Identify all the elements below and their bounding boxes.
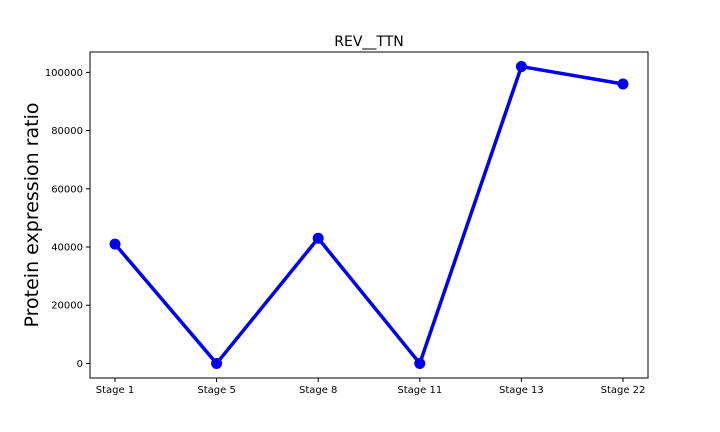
series-layer	[109, 61, 629, 369]
y-tick-label: 60000	[51, 184, 83, 195]
data-point	[414, 357, 426, 369]
data-point	[312, 232, 324, 244]
x-tick-label: Stage 8	[299, 385, 337, 396]
x-axis: Stage 1 Stage 5 Stage 8 Stage 11 Stage 13 Sta…	[96, 378, 646, 396]
y-tick-label: 0	[77, 359, 83, 370]
chart-title: REV__TTN	[334, 34, 403, 50]
x-tick-label: Stage 22	[601, 385, 646, 396]
y-tick-label: 20000	[51, 301, 83, 312]
plot-area	[89, 51, 649, 379]
x-tick-label: Stage 13	[499, 385, 544, 396]
series-line	[113, 64, 624, 366]
y-axis: 0 20000 40000 60000 80000 100000	[45, 68, 90, 370]
y-tick-label: 40000	[51, 243, 83, 254]
x-tick-label: Stage 11	[397, 385, 442, 396]
data-point	[617, 78, 629, 90]
x-tick-label: Stage 1	[96, 385, 134, 396]
data-point	[211, 357, 223, 369]
y-tick-label: 100000	[45, 68, 83, 79]
x-tick-label: Stage 5	[197, 385, 235, 396]
y-tick-label: 80000	[51, 126, 83, 137]
y-axis-label: Protein expression ratio	[21, 103, 43, 328]
data-point	[515, 61, 527, 73]
data-point	[109, 238, 121, 250]
